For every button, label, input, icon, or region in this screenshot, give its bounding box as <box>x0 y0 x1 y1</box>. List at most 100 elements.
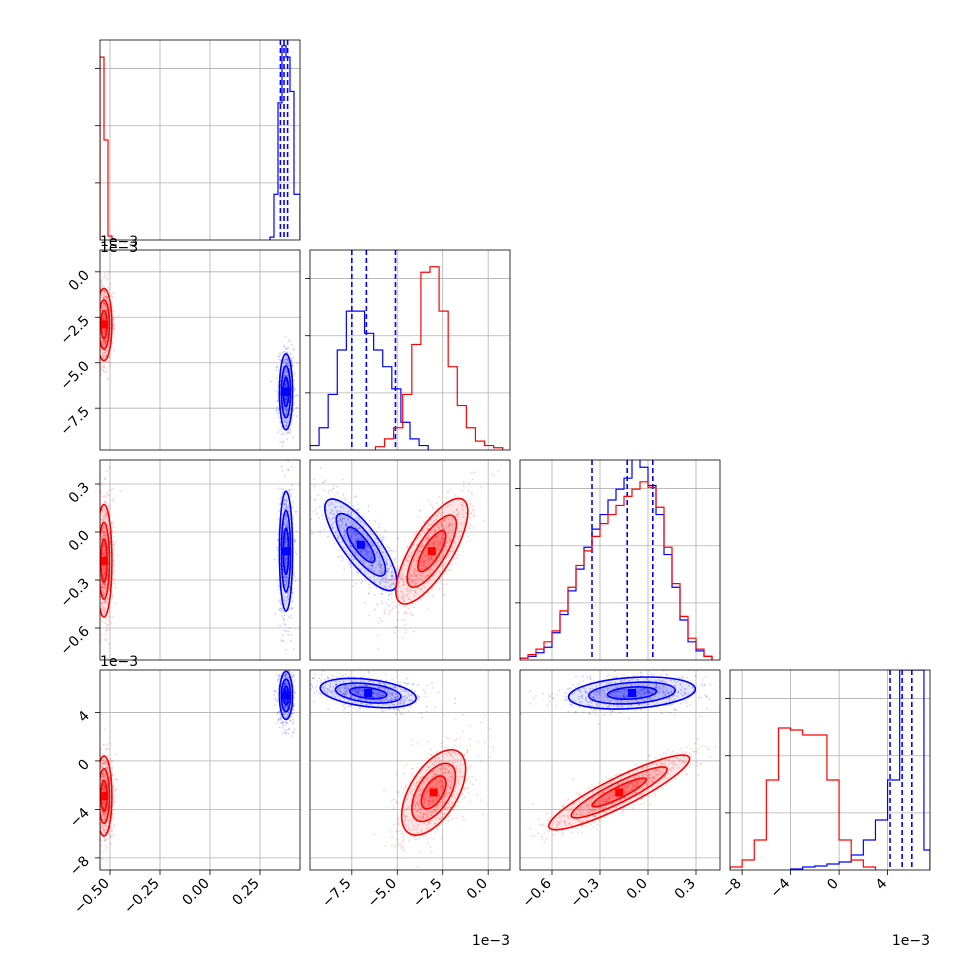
sample-point <box>449 521 452 524</box>
sample-point <box>283 503 286 506</box>
sample-point <box>373 570 376 572</box>
sample-point <box>357 519 359 522</box>
sample-point <box>278 608 281 611</box>
sample-point <box>284 518 287 521</box>
sample-point <box>467 481 470 484</box>
sample-point <box>96 322 98 324</box>
sample-point <box>98 547 100 549</box>
sample-point <box>460 530 463 533</box>
sample-point <box>104 610 107 612</box>
sample-point <box>386 564 389 566</box>
sample-point <box>437 549 440 552</box>
sample-point <box>334 506 336 509</box>
sample-point <box>106 522 109 525</box>
sample-point <box>285 347 288 350</box>
sample-point <box>363 561 366 564</box>
sample-point <box>283 683 286 686</box>
sample-point <box>375 551 378 554</box>
sample-point <box>383 536 385 539</box>
sample-point <box>285 599 287 602</box>
sample-point <box>418 598 421 601</box>
sample-point <box>410 613 412 616</box>
sample-point <box>284 543 287 546</box>
sample-point <box>284 561 287 564</box>
sample-point <box>96 333 98 335</box>
sample-point <box>102 330 105 333</box>
sample-point <box>285 424 288 427</box>
sample-point <box>286 506 289 509</box>
sample-point <box>287 713 290 716</box>
sample-point <box>286 521 289 524</box>
sample-point <box>339 506 342 508</box>
sample-point <box>431 588 434 590</box>
sample-point <box>381 536 384 538</box>
sample-point <box>107 270 110 273</box>
sample-point <box>285 579 287 582</box>
sample-point <box>337 535 340 538</box>
sample-point <box>441 533 444 535</box>
sample-point <box>96 553 98 555</box>
sample-point <box>360 521 362 524</box>
sample-point <box>288 709 291 712</box>
sample-point <box>408 590 411 593</box>
sample-point <box>269 380 272 383</box>
sample-point <box>402 605 404 608</box>
sample-point <box>109 541 112 544</box>
sample-point <box>441 524 444 527</box>
sample-point <box>106 336 108 339</box>
sample-point <box>346 511 349 514</box>
sample-point <box>455 508 458 511</box>
sample-point <box>425 547 428 550</box>
sample-point <box>286 713 289 716</box>
sample-point <box>337 537 340 540</box>
sample-point <box>354 552 357 554</box>
sample-point <box>310 518 313 520</box>
sample-point <box>449 488 452 491</box>
sample-point <box>367 556 370 559</box>
sample-point <box>456 514 459 516</box>
sample-point <box>103 549 106 552</box>
sample-point <box>103 296 106 298</box>
sample-point <box>355 517 358 520</box>
sample-point <box>282 713 285 716</box>
sample-point <box>285 408 288 411</box>
sample-point <box>106 493 109 496</box>
sample-point <box>448 522 451 525</box>
sample-point <box>382 551 385 554</box>
sample-point <box>94 550 96 552</box>
sample-point <box>102 606 105 609</box>
sample-point <box>101 589 104 592</box>
sample-point <box>284 568 287 571</box>
sample-point <box>431 507 434 510</box>
sample-point <box>285 557 288 560</box>
sample-point <box>438 541 441 544</box>
sample-point <box>435 548 438 551</box>
sample-point <box>399 575 401 578</box>
sample-point <box>285 498 287 501</box>
sample-point <box>282 704 285 706</box>
sample-point <box>461 489 464 492</box>
sample-point <box>287 468 290 471</box>
sample-point <box>105 586 108 589</box>
sample-point <box>100 586 103 588</box>
sample-point <box>103 306 106 309</box>
sample-point <box>294 580 297 582</box>
sample-point <box>284 358 287 361</box>
sample-point <box>415 544 418 547</box>
sample-point <box>381 538 384 541</box>
sample-point <box>357 511 360 514</box>
sample-point <box>292 566 295 569</box>
sample-point <box>101 329 104 332</box>
sample-point <box>98 358 100 360</box>
sample-point <box>401 566 404 569</box>
sample-point <box>281 727 284 729</box>
sample-point <box>349 545 352 548</box>
sample-point <box>453 511 455 513</box>
sample-point <box>461 504 464 507</box>
sample-point <box>103 511 105 514</box>
sample-point <box>423 554 426 557</box>
sample-point <box>101 276 104 279</box>
sample-point <box>104 308 107 311</box>
sample-point <box>287 376 290 379</box>
sample-point <box>413 558 415 561</box>
